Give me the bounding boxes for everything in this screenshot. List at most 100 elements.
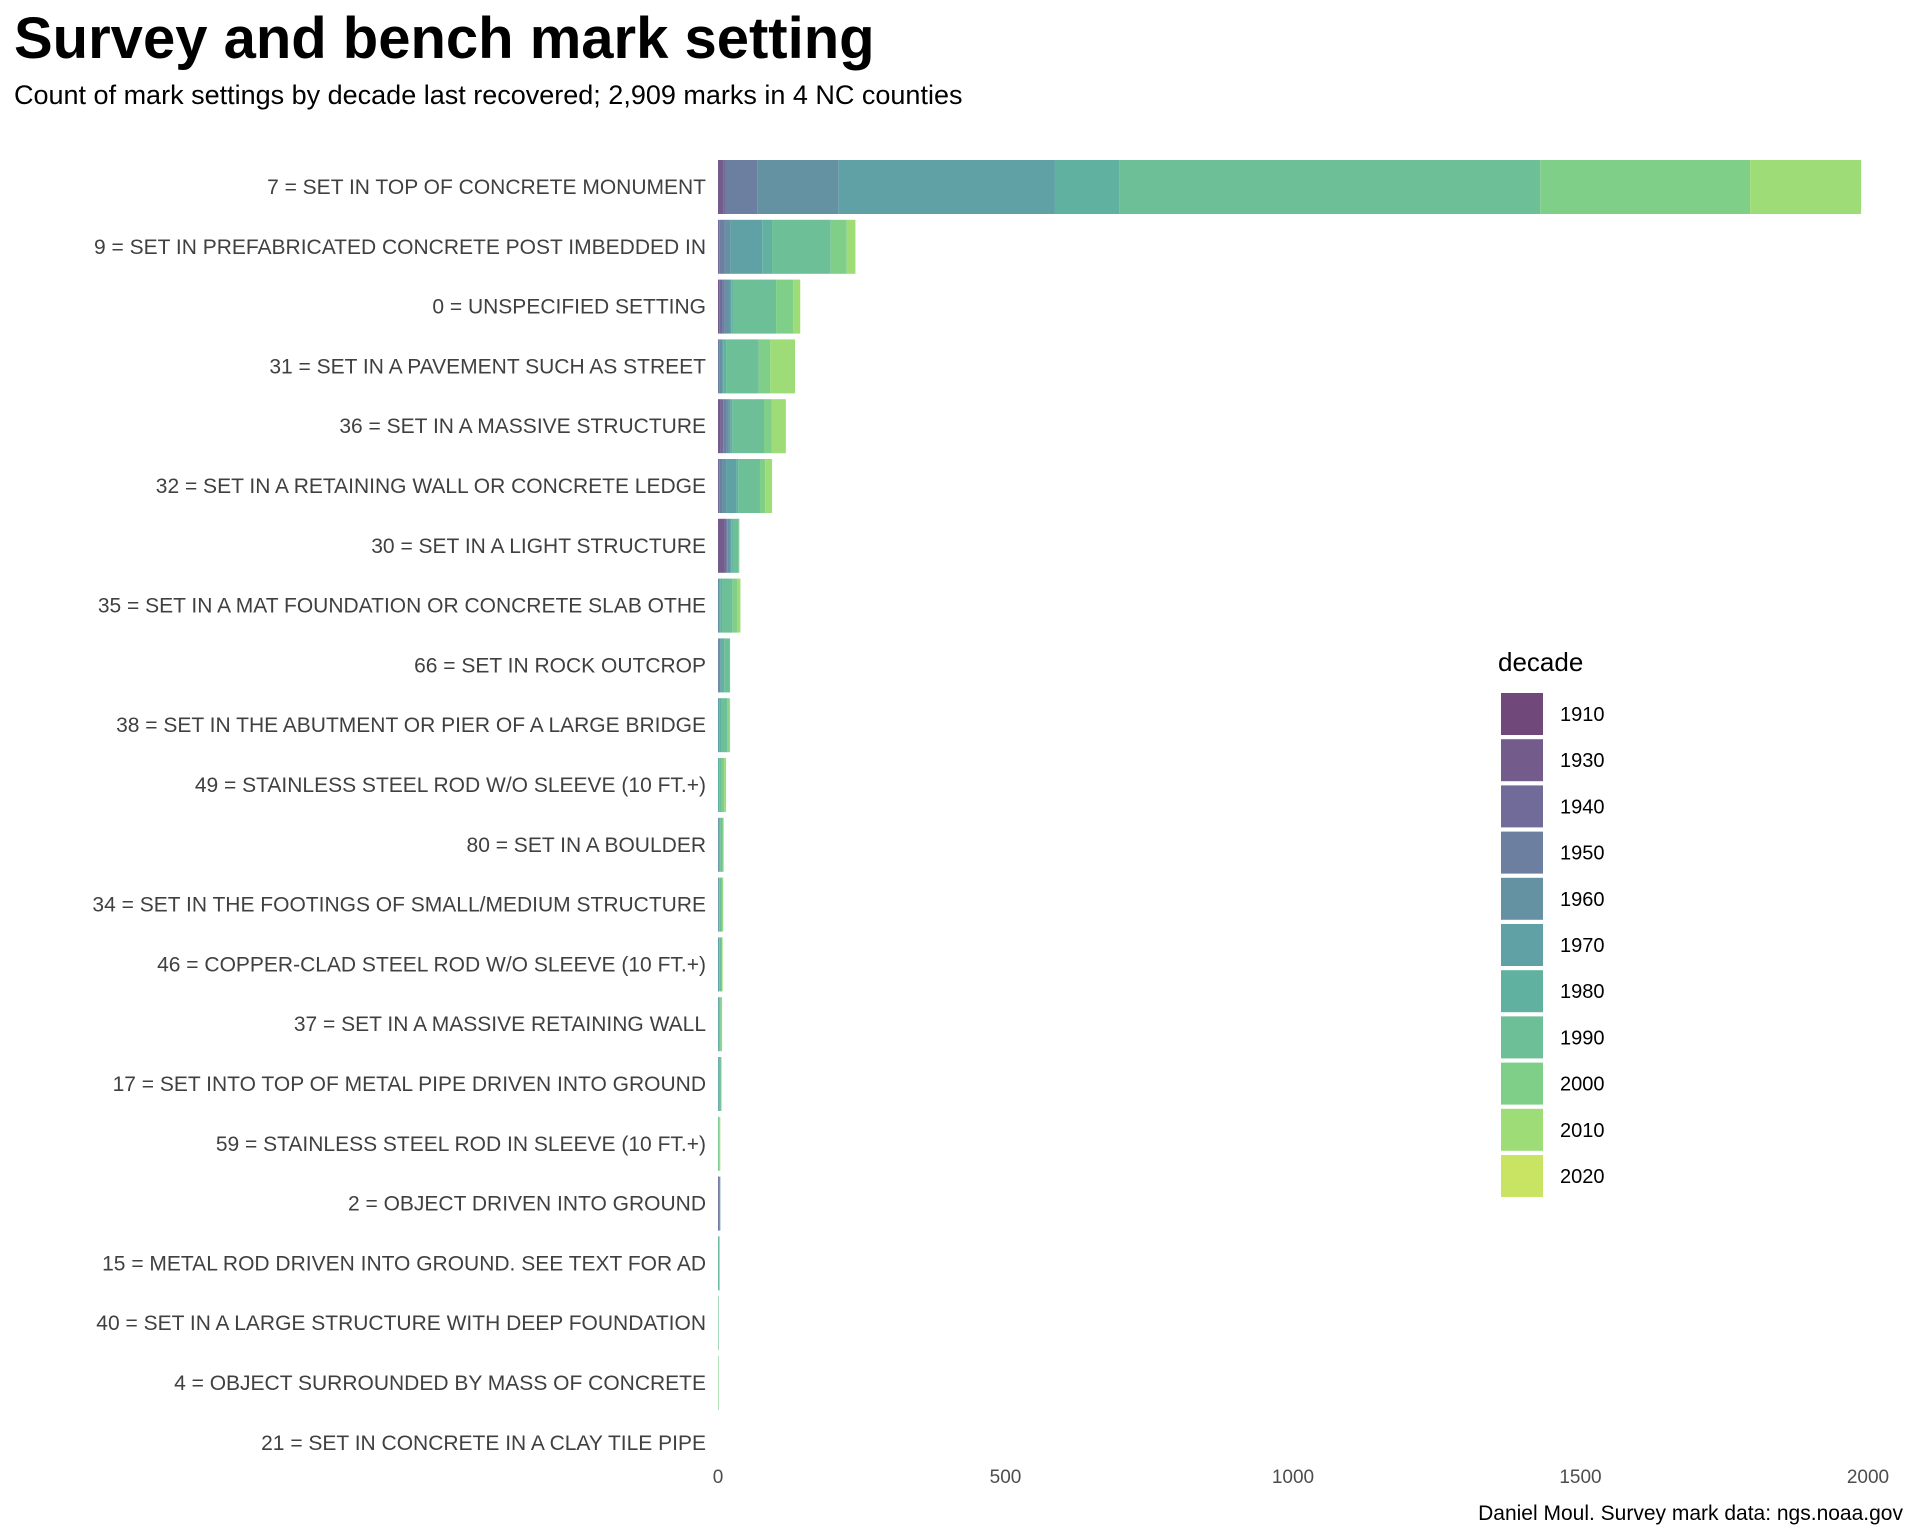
bars-group [718,160,1862,1410]
bar-segment [726,459,737,513]
bar-segment [725,160,758,214]
bar-segment [718,1116,719,1171]
legend-label: 1950 [1560,843,1605,865]
category-label: 30 = SET IN A LIGHT STRUCTURE [371,535,706,558]
bar-segment [732,279,777,334]
bar-segment [772,219,831,274]
bar-segment [771,399,786,454]
legend-swatch [1501,739,1543,782]
bar-segment [718,518,725,573]
category-label: 37 = SET IN A MASSIVE RETAINING WALL [294,1013,706,1036]
bar-segment [1119,160,1541,214]
x-tick-label: 0 [713,1467,724,1488]
bar-segment [719,877,722,932]
bar-segment [1540,160,1751,214]
bar-segment [732,518,739,573]
category-label: 49 = STAINLESS STEEL ROD W/O SLEEVE (10 … [195,774,706,797]
bar-segment [724,219,731,274]
bar-segment [718,817,719,872]
bar-segment [764,399,772,454]
category-label: 17 = SET INTO TOP OF METAL PIPE DRIVEN I… [113,1073,706,1096]
bar-segment [718,1176,720,1231]
bar-segment [718,997,719,1052]
legend-swatch [1501,1062,1543,1105]
legend-label: 1910 [1560,704,1605,726]
category-label: 66 = SET IN ROCK OUTCROP [414,654,706,677]
bar-segment [719,459,723,513]
bar-segment [758,339,771,394]
bar-segment [776,279,794,334]
bar-segment [721,937,723,992]
bar-segment [719,1236,720,1291]
bar-segment [724,518,727,573]
bar-segment [723,817,724,872]
category-label: 80 = SET IN A BOULDER [467,834,706,857]
bar-segment [736,459,739,513]
bar-segment [722,459,727,513]
bar-segment [719,1116,721,1171]
category-label: 40 = SET IN A LARGE STRUCTURE WITH DEEP … [96,1312,706,1335]
bar-segment [720,997,722,1052]
bar-segment [718,758,720,812]
bar-segment [718,279,720,334]
bar-segment [719,1176,721,1231]
bar-segment [718,1057,720,1111]
legend-swatch [1501,877,1543,920]
bar-segment [846,219,856,274]
legend-items: 1910 1930 1940 1950 1960 1970 1980 1990 2000 2010… [1501,693,1605,1197]
category-label: 38 = SET IN THE ABUTMENT OR PIER OF A LA… [116,714,706,737]
bar-segment [762,219,773,274]
bar-segment [729,638,731,693]
bar-segment [718,698,720,753]
category-labels: 7 = SET IN TOP OF CONCRETE MONUMENT 9 = S… [92,176,706,1455]
bar-segment [1750,160,1862,214]
bar-segment [718,1176,719,1231]
bar-segment [727,698,729,753]
legend-label: 2020 [1560,1166,1605,1188]
bar-segment [719,877,720,932]
legend-title: decade [1498,647,1583,677]
legend-swatch [1501,1108,1543,1151]
bar-segment [718,399,721,454]
x-tick-label: 1500 [1559,1467,1601,1488]
category-label: 35 = SET IN A MAT FOUNDATION OR CONCRETE… [98,595,706,618]
bar-segment [721,698,728,753]
category-label: 9 = SET IN PREFABRICATED CONCRETE POST I… [94,236,706,259]
bar-segment [738,518,740,573]
bar-segment [719,219,725,274]
category-label: 32 = SET IN A RETAINING WALL OR CONCRETE… [156,475,706,498]
bar-segment [718,339,720,394]
bar-segment [730,518,732,573]
legend-label: 1960 [1560,889,1605,911]
bar-segment [730,219,763,274]
legend-swatch [1501,831,1543,874]
legend: decade 1910 1930 1940 1950 1960 1970 1980 1990 2… [1498,647,1605,1197]
bar-segment [731,279,733,334]
bar-segment [723,160,726,214]
x-tick-label: 1000 [1272,1467,1314,1488]
bar-segment [728,698,731,753]
bar-segment [718,997,720,1052]
bar-segment [720,578,723,633]
bar-segment [757,160,839,214]
category-label: 15 = METAL ROD DRIVEN INTO GROUND. SEE T… [102,1252,706,1275]
bar-segment [721,997,723,1052]
category-label: 34 = SET IN THE FOOTINGS OF SMALL/MEDIUM… [92,894,706,917]
category-label: 46 = COPPER-CLAD STEEL ROD W/O SLEEVE (1… [157,953,706,976]
bar-segment [718,578,720,633]
bar-segment [719,937,722,992]
bar-segment [718,1236,719,1291]
legend-label: 1990 [1560,1027,1605,1049]
bar-segment [722,279,725,334]
bar-segment [721,638,725,693]
bar-segment [718,1356,719,1410]
legend-label: 2000 [1560,1074,1605,1096]
legend-swatch [1501,970,1543,1013]
bar-segment [727,518,731,573]
bar-segment [723,399,727,454]
bar-segment [724,758,727,812]
bar-segment [721,877,723,932]
bar-segment [759,459,766,513]
category-label: 4 = OBJECT SURROUNDED BY MASS OF CONCRET… [174,1372,706,1395]
